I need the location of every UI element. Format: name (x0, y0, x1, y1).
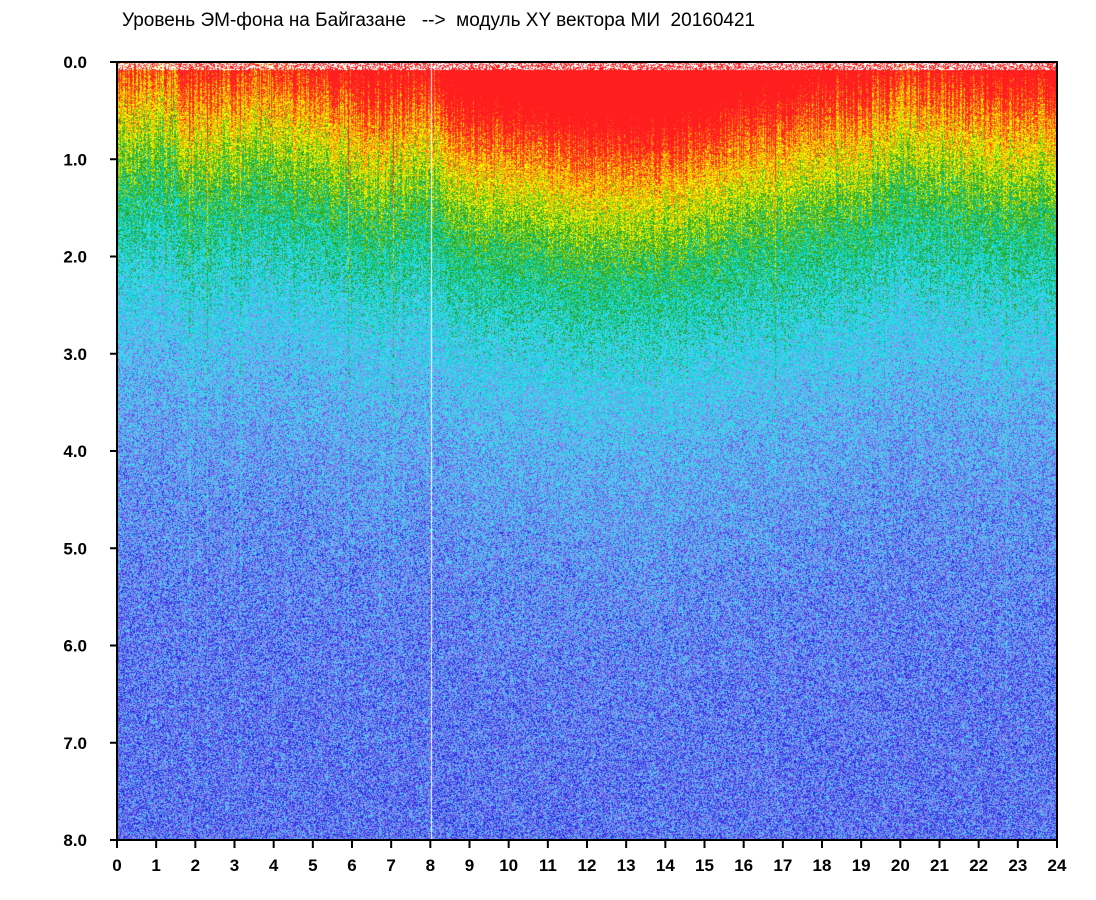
y-tick-label: 5.0 (63, 539, 87, 558)
y-tick-label: 0.0 (63, 53, 87, 72)
x-tick-label: 24 (1048, 856, 1067, 875)
x-tick-label: 20 (891, 856, 910, 875)
x-tick-label: 21 (930, 856, 949, 875)
x-tick-label: 4 (269, 856, 279, 875)
x-tick-label: 14 (656, 856, 675, 875)
x-tick-label: 22 (969, 856, 988, 875)
x-tick-label: 8 (426, 856, 435, 875)
x-tick-label: 2 (191, 856, 200, 875)
x-tick-label: 10 (499, 856, 518, 875)
x-tick-label: 13 (617, 856, 636, 875)
x-tick-label: 19 (852, 856, 871, 875)
heatmap-raster (117, 62, 1057, 840)
x-tick-label: 3 (230, 856, 239, 875)
x-tick-label: 6 (347, 856, 356, 875)
x-tick-label: 12 (578, 856, 597, 875)
x-tick-label: 18 (813, 856, 832, 875)
y-axis-ticks: 0.0 1.0 2.0 3.0 4.0 5.0 6.0 7.0 8.0 (63, 53, 117, 850)
x-tick-label: 1 (151, 856, 160, 875)
x-tick-label: 0 (112, 856, 121, 875)
y-tick-label: 6.0 (63, 637, 87, 656)
x-tick-label: 23 (1008, 856, 1027, 875)
chart-title: Уровень ЭМ-фона на Байгазане --> модуль … (122, 10, 756, 31)
y-tick-label: 3.0 (63, 345, 87, 364)
y-tick-label: 7.0 (63, 734, 87, 753)
y-tick-label: 2.0 (63, 248, 87, 267)
x-tick-label: 16 (734, 856, 753, 875)
x-tick-label: 9 (465, 856, 474, 875)
y-tick-label: 8.0 (63, 831, 87, 850)
x-tick-label: 15 (695, 856, 714, 875)
x-tick-label: 5 (308, 856, 317, 875)
x-tick-label: 7 (386, 856, 395, 875)
x-tick-label: 17 (773, 856, 792, 875)
y-tick-label: 4.0 (63, 442, 87, 461)
y-tick-label: 1.0 (63, 150, 87, 169)
x-axis-ticks: 0 1 2 3 4 5 6 7 8 9 10 11 12 13 14 15 16 17 18 19 20 21 22 23 24 (112, 840, 1067, 875)
x-tick-label: 11 (539, 856, 557, 875)
